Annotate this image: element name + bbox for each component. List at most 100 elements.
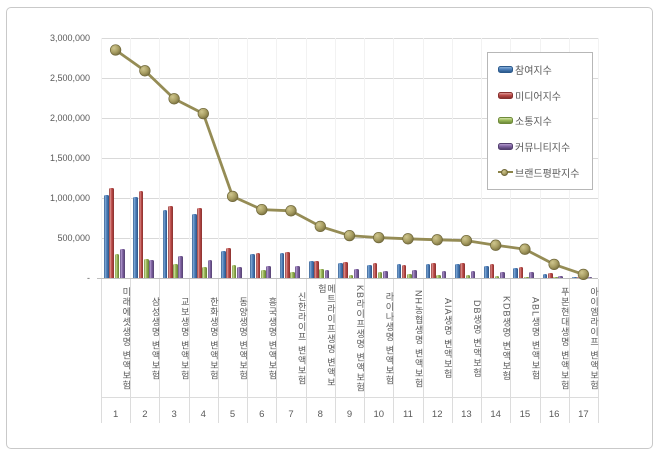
line-marker-10: [373, 231, 385, 244]
category-cell-border: [481, 279, 483, 423]
category-cell-border: [422, 279, 424, 423]
bar-community-4: [207, 259, 213, 278]
bar-participation-17: [571, 276, 577, 278]
brand-reputation-line: [109, 44, 590, 281]
legend-label-communication: 소통지수: [515, 117, 552, 129]
category-separator: [481, 38, 483, 278]
category-number-7: 7: [288, 409, 294, 420]
category-number-3: 3: [171, 409, 177, 420]
category-number-4: 4: [200, 409, 206, 420]
category-cell-border: [598, 279, 599, 423]
category-separator: [422, 38, 424, 278]
x-axis-line: [97, 278, 598, 279]
category-cell-border: [159, 279, 161, 423]
bar-participation-10: [367, 264, 372, 278]
category-cell-border: [247, 279, 249, 423]
category-cell-border: [276, 279, 278, 423]
line-marker-13: [460, 234, 473, 247]
y-axis-tick-label: 2,000,000: [49, 112, 90, 123]
bar-communication-5: [231, 264, 237, 278]
bar-participation-8: [308, 261, 314, 278]
bar-media-2: [138, 190, 144, 278]
category-label-5: 동양생명 변액보험: [238, 297, 249, 381]
communication-bar-marker-icon: [498, 117, 513, 125]
category-number-8: 8: [317, 409, 323, 420]
category-separator: [130, 38, 132, 278]
category-cell-border: [568, 279, 570, 423]
category-separator: [334, 38, 336, 278]
category-cell-border: [188, 279, 190, 423]
bar-media-12: [431, 263, 436, 278]
bar-community-5: [236, 267, 242, 278]
bar-communication-12: [436, 274, 441, 278]
legend-item-community: 커뮤니티지수: [498, 137, 592, 157]
category-label-3: 교보생명 변액보험: [179, 297, 190, 381]
line-marker-15: [519, 243, 531, 255]
bar-media-16: [547, 273, 553, 278]
line-marker-12: [431, 234, 443, 246]
bar-media-9: [343, 262, 348, 278]
category-number-12: 12: [431, 409, 443, 420]
bar-community-6: [266, 266, 271, 278]
bar-community-11: [412, 270, 417, 278]
category-label-8: 메트라이프생명 변액보험: [316, 284, 336, 388]
bar-participation-15: [513, 267, 519, 278]
legend-label-participation: 참여지수: [515, 66, 552, 78]
category-cell-border: [451, 279, 453, 423]
line-marker-7: [285, 205, 297, 217]
category-separator: [598, 38, 599, 278]
category-cell-border: [217, 279, 219, 423]
category-number-6: 6: [259, 409, 265, 420]
community-bar-marker-icon: [498, 143, 513, 151]
category-number-16: 16: [548, 409, 560, 420]
bar-community-17: [587, 277, 593, 278]
bar-media-7: [284, 252, 290, 278]
bar-participation-9: [338, 263, 343, 278]
gridline: [101, 38, 598, 39]
category-label-1: 미래에셋생명 변액보험: [121, 287, 132, 391]
bar-communication-3: [173, 263, 178, 278]
bar-communication-14: [494, 275, 500, 278]
bar-community-9: [353, 269, 359, 278]
bar-community-14: [500, 271, 505, 278]
bar-communication-13: [465, 275, 471, 278]
bar-media-1: [109, 188, 115, 278]
category-label-17: 아이엠라이프 변액보험: [588, 287, 599, 391]
bar-media-8: [314, 260, 319, 278]
category-cell-border: [130, 279, 132, 423]
y-axis-tick-label: 1,000,000: [49, 192, 90, 203]
gridline: [101, 198, 598, 199]
category-cell-border: [510, 279, 512, 423]
category-number-15: 15: [519, 409, 531, 420]
y-axis-tick-label: 500,000: [57, 232, 90, 243]
category-number-9: 9: [346, 409, 353, 420]
category-number-5: 5: [229, 409, 236, 420]
category-separator: [393, 38, 395, 278]
category-separator: [159, 38, 161, 278]
bar-communication-2: [143, 258, 149, 278]
bar-participation-3: [162, 210, 168, 278]
category-separator: [364, 38, 366, 278]
bar-participation-5: [221, 250, 226, 278]
bar-community-16: [558, 276, 564, 278]
bar-media-14: [489, 264, 495, 278]
category-label-14: KDB생명 변액보험: [501, 296, 512, 382]
line-marker-4: [197, 107, 209, 120]
bar-participation-12: [425, 264, 431, 278]
legend-item-brand-reputation: 브랜드평판지수: [498, 162, 592, 182]
bar-media-11: [401, 264, 407, 278]
bar-communication-8: [319, 269, 325, 278]
bar-participation-13: [455, 264, 460, 278]
y-axis-tick-label: -: [87, 272, 90, 283]
bar-communication-7: [290, 272, 295, 278]
category-label-6: 흥국생명 변액보험: [267, 297, 278, 381]
bar-media-10: [372, 263, 378, 278]
category-number-1: 1: [112, 409, 119, 420]
legend-item-communication: 소통지수: [498, 111, 592, 131]
legend-item-media: 미디어지수: [498, 85, 592, 105]
category-cell-border: [364, 279, 366, 423]
line-marker-2: [139, 65, 151, 77]
line-marker-5: [226, 190, 239, 203]
category-label-15: ABL생명 변액보험: [530, 297, 541, 381]
category-number-13: 13: [461, 409, 472, 420]
